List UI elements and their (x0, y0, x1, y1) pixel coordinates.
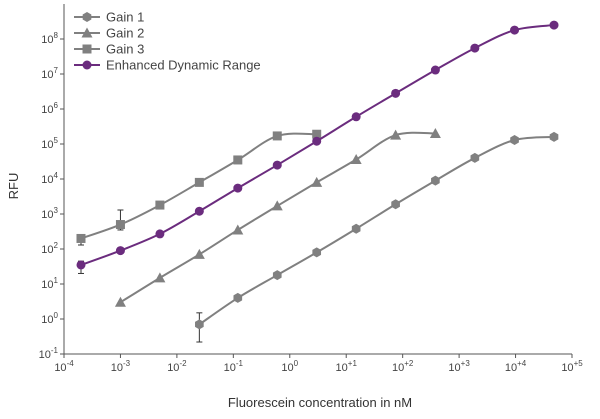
x-axis-title: Fluorescein concentration in nM (228, 395, 412, 410)
y-tick-label: 106 (41, 101, 58, 116)
data-point-gain-2 (350, 154, 362, 165)
data-point-gain-3 (155, 200, 165, 210)
legend-marker (82, 12, 92, 22)
data-point-gain-1 (351, 223, 361, 234)
data-point-gain-3 (76, 233, 86, 243)
x-tick-label: 10-1 (224, 359, 244, 374)
data-point-enhanced-dynamic-range (233, 183, 243, 193)
data-point-gain-1 (510, 135, 519, 146)
data-point-gain-2 (232, 224, 244, 235)
data-point-gain-1 (272, 270, 282, 281)
x-axis: 10-4 10-3 10-2 10-1 100 10+1 10+2 10+3 10+4 10+5 (54, 353, 583, 374)
series-gain-3 (76, 129, 322, 246)
data-point-enhanced-dynamic-range (76, 260, 86, 270)
data-point-gain-3 (115, 220, 125, 230)
data-point-enhanced-dynamic-range (430, 65, 440, 75)
legend-marker (81, 27, 93, 38)
data-point-enhanced-dynamic-range (155, 229, 165, 239)
data-point-gain-2 (154, 272, 166, 283)
y-tick-label: 103 (41, 206, 58, 221)
x-tick-label: 10+2 (392, 359, 414, 374)
data-point-enhanced-dynamic-range (391, 88, 401, 98)
x-tick-label: 10-4 (54, 359, 74, 374)
y-tick-label: 107 (41, 66, 58, 81)
series-gain-2 (114, 127, 441, 307)
legend-item-enhanced-dynamic-range: Enhanced Dynamic Range (74, 58, 261, 73)
data-point-gain-3 (312, 129, 322, 139)
data-point-gain-1 (470, 152, 480, 163)
x-tick-label: 10-2 (167, 359, 187, 374)
data-point-enhanced-dynamic-range (549, 20, 559, 30)
legend-marker (82, 44, 92, 54)
x-tick-label: 10+1 (336, 359, 358, 374)
y-tick-label: 100 (41, 311, 58, 326)
legend-item-gain-3: Gain 3 (74, 42, 144, 57)
x-tick-label: 10+4 (505, 359, 527, 374)
x-tick-label: 10+5 (561, 359, 583, 374)
data-point-gain-2 (193, 248, 205, 259)
data-point-gain-2 (311, 176, 323, 187)
data-point-enhanced-dynamic-range (115, 246, 125, 256)
legend-label: Gain 1 (106, 10, 144, 25)
data-point-enhanced-dynamic-range (351, 112, 361, 122)
data-point-gain-1 (431, 175, 440, 186)
data-point-enhanced-dynamic-range (312, 136, 322, 146)
data-point-gain-1 (312, 247, 322, 258)
data-point-gain-3 (194, 177, 204, 187)
data-point-gain-1 (195, 319, 204, 330)
data-point-gain-3 (233, 155, 243, 165)
y-tick-label: 104 (41, 171, 58, 186)
legend-item-gain-1: Gain 1 (74, 10, 144, 25)
y-tick-label: 101 (41, 276, 58, 291)
data-point-gain-2 (429, 127, 441, 138)
x-tick-label: 10-3 (111, 359, 131, 374)
legend-label: Gain 2 (106, 26, 144, 41)
plot-area (76, 20, 559, 343)
data-point-gain-2 (271, 200, 283, 211)
data-point-gain-2 (114, 296, 126, 307)
data-point-enhanced-dynamic-range (194, 206, 204, 216)
y-tick-label: 108 (41, 31, 58, 46)
series-line-gain-1 (198, 135, 555, 326)
data-point-gain-1 (233, 292, 243, 303)
y-axis: 10-1 100 101 102 103 104 105 106 107 108 (39, 4, 65, 361)
y-tick-label: 105 (41, 136, 58, 151)
legend-label: Gain 3 (106, 42, 144, 57)
legend-marker (82, 60, 92, 70)
data-point-enhanced-dynamic-range (470, 43, 480, 53)
series-enhanced-dynamic-range (76, 20, 559, 274)
series-gain-1 (195, 131, 559, 343)
x-tick-label: 100 (281, 359, 298, 374)
data-point-gain-1 (549, 131, 559, 142)
y-tick-label: 10-1 (39, 346, 59, 361)
y-tick-label: 102 (41, 241, 58, 256)
data-point-enhanced-dynamic-range (272, 160, 282, 170)
data-point-gain-3 (272, 131, 282, 141)
y-axis-title: RFU (6, 173, 21, 200)
data-point-gain-1 (391, 199, 400, 210)
x-tick-label: 10+3 (448, 359, 470, 374)
legend-label: Enhanced Dynamic Range (106, 58, 261, 73)
legend-item-gain-2: Gain 2 (74, 26, 144, 41)
data-point-enhanced-dynamic-range (510, 25, 520, 35)
data-point-gain-2 (390, 129, 402, 140)
